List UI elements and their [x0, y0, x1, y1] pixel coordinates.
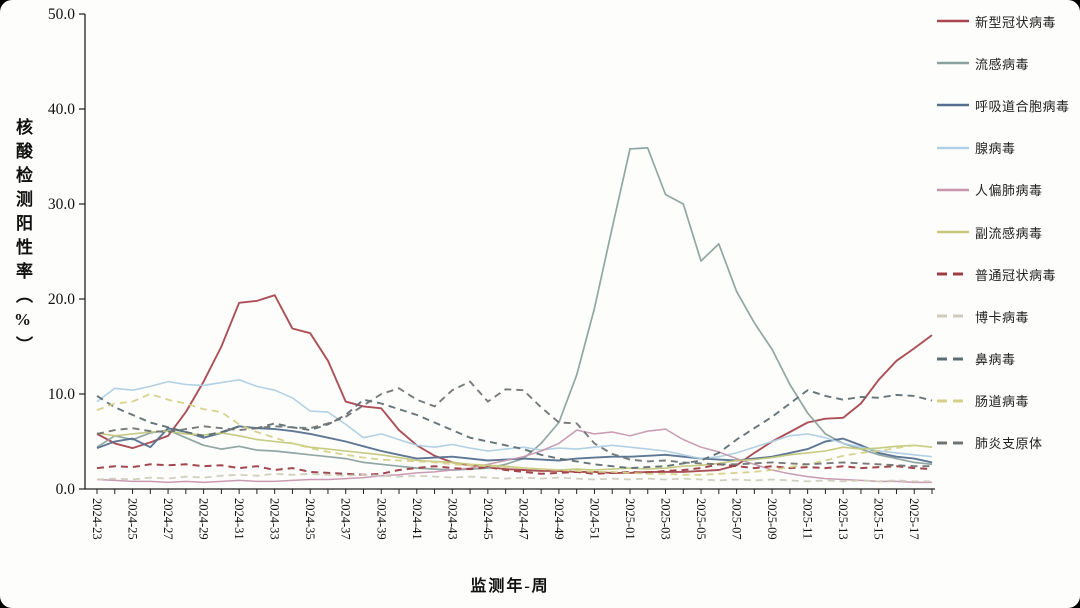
x-tick-label: 2024-47 [516, 498, 530, 540]
legend-swatch-line [937, 104, 969, 107]
x-tick-label: 2025-03 [659, 498, 673, 540]
y-tick-label: 40.0 [48, 101, 75, 118]
legend-item: 肺炎支原体 [936, 422, 1080, 464]
legend-swatch-line [937, 357, 969, 361]
x-tick-label: 2024-37 [339, 498, 353, 540]
series-line-副流感病毒 [96, 430, 933, 471]
series-line-普通冠状病毒 [96, 463, 933, 476]
legend-label: 肺炎支原体 [975, 436, 1043, 452]
series-line-鼻病毒 [96, 389, 933, 470]
x-tick-label: 2025-09 [765, 498, 779, 540]
legend-swatch-line [937, 188, 969, 192]
y-axis-title: 核酸检测阳性率（%） [13, 118, 32, 360]
x-tick-label: 2025-13 [836, 498, 850, 540]
x-tick-label: 2024-49 [552, 498, 566, 540]
legend-swatch-line [937, 62, 969, 65]
legend-label: 副流感病毒 [975, 225, 1043, 241]
x-tick-label: 2024-29 [197, 498, 211, 540]
legend-item: 普通冠状病毒 [936, 253, 1080, 295]
x-tick-label: 2024-39 [374, 498, 388, 540]
legend-item: 副流感病毒 [936, 211, 1080, 253]
legend-label: 人偏肺病毒 [975, 183, 1043, 199]
legend-label: 普通冠状病毒 [975, 267, 1057, 283]
series-line-流感病毒 [96, 147, 933, 471]
y-tick-label: 30.0 [48, 196, 75, 213]
x-tick-label: 2025-17 [907, 498, 921, 540]
x-tick-label: 2025-01 [623, 498, 637, 540]
y-tick-label: 50.0 [48, 6, 75, 23]
x-tick-label: 2025-05 [694, 498, 708, 540]
legend-item: 肠道病毒 [936, 380, 1080, 422]
chart-legend: 新型冠状病毒 流感病毒呼吸道合胞病毒 腺病毒人偏肺病毒副流感病毒普通冠状病毒 博卡病毒… [936, 0, 1080, 464]
legend-swatch-line [937, 272, 969, 276]
x-tick-label: 2025-07 [730, 498, 744, 540]
legend-swatch-line [937, 19, 969, 23]
x-tick-label: 2024-27 [161, 498, 175, 540]
legend-item: 呼吸道合胞病毒 [936, 84, 1080, 126]
x-tick-label: 2024-51 [587, 498, 601, 540]
legend-swatch-line [937, 441, 969, 445]
legend-label: 鼻病毒 [975, 352, 1016, 368]
series-line-肺炎支原体 [96, 380, 932, 468]
x-tick-label: 2024-33 [268, 498, 282, 540]
series-line-新型冠状病毒 [96, 294, 933, 474]
legend-label: 流感病毒 [975, 56, 1030, 72]
legend-item: 人偏肺病毒 [936, 169, 1080, 211]
series-line-人偏肺病毒 [96, 428, 932, 484]
legend-item: 新型冠状病毒 [936, 0, 1080, 42]
legend-label: 博卡病毒 [975, 309, 1030, 325]
x-axis-title: 监测年-周 [470, 578, 550, 595]
legend-swatch-line [937, 230, 969, 234]
legend-item: 腺病毒 [936, 127, 1080, 169]
y-tick-label: 20.0 [48, 291, 75, 308]
x-tick-label: 2024-25 [126, 498, 140, 540]
legend-swatch-line [937, 399, 969, 403]
legend-label: 腺病毒 [975, 141, 1016, 157]
series-line-博卡病毒 [96, 472, 932, 483]
legend-swatch-line [937, 314, 969, 318]
x-tick-label: 2024-23 [90, 498, 104, 540]
x-tick-label: 2025-11 [801, 498, 815, 539]
legend-item: 鼻病毒 [936, 338, 1080, 380]
legend-item: 流感病毒 [936, 42, 1080, 84]
x-tick-label: 2025-15 [872, 498, 886, 540]
x-tick-label: 2024-45 [481, 498, 495, 540]
x-tick-label: 2024-41 [410, 498, 424, 540]
x-tick-label: 2024-35 [303, 498, 317, 540]
y-tick-label: 10.0 [48, 386, 75, 403]
legend-label: 新型冠状病毒 [975, 14, 1057, 30]
legend-swatch-line [937, 146, 969, 149]
y-tick-label: 0.0 [56, 481, 76, 498]
legend-item: 博卡病毒 [936, 295, 1080, 337]
legend-label: 呼吸道合胞病毒 [975, 98, 1070, 114]
legend-label: 肠道病毒 [975, 394, 1030, 410]
series-line-肠道病毒 [96, 393, 933, 476]
x-tick-label: 2024-43 [445, 498, 459, 540]
x-tick-label: 2024-31 [232, 498, 246, 540]
